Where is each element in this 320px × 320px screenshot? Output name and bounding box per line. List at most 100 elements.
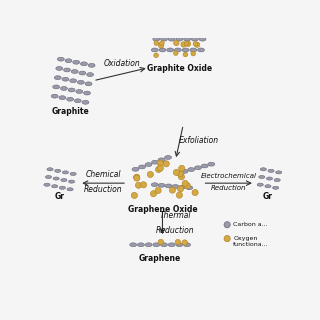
Ellipse shape	[185, 9, 190, 15]
Ellipse shape	[55, 169, 61, 172]
Ellipse shape	[158, 19, 163, 23]
Ellipse shape	[67, 188, 73, 191]
Text: Carbon a...: Carbon a...	[233, 222, 268, 227]
Text: Graphene: Graphene	[139, 254, 181, 263]
Text: Reduction: Reduction	[211, 185, 246, 191]
Ellipse shape	[193, 27, 200, 30]
Ellipse shape	[163, 31, 169, 36]
Ellipse shape	[165, 184, 172, 188]
Ellipse shape	[188, 168, 195, 172]
Ellipse shape	[172, 185, 179, 188]
Ellipse shape	[157, 160, 163, 166]
Ellipse shape	[145, 163, 152, 166]
Ellipse shape	[73, 60, 80, 64]
Ellipse shape	[60, 86, 68, 90]
Ellipse shape	[188, 5, 195, 9]
Ellipse shape	[195, 42, 200, 47]
Ellipse shape	[184, 41, 189, 46]
Ellipse shape	[137, 243, 144, 247]
Ellipse shape	[197, 48, 204, 52]
Text: Gr: Gr	[54, 192, 64, 201]
Ellipse shape	[44, 183, 50, 186]
Ellipse shape	[178, 186, 184, 192]
Text: Oxidation: Oxidation	[103, 59, 140, 68]
Ellipse shape	[201, 27, 207, 30]
Ellipse shape	[63, 68, 70, 72]
Ellipse shape	[194, 12, 199, 16]
Ellipse shape	[162, 21, 166, 26]
Ellipse shape	[157, 165, 164, 171]
Ellipse shape	[195, 16, 201, 20]
Ellipse shape	[169, 187, 175, 193]
Ellipse shape	[161, 243, 167, 247]
Ellipse shape	[139, 165, 146, 169]
Ellipse shape	[173, 5, 180, 9]
Text: Exfoliation: Exfoliation	[179, 136, 219, 145]
Ellipse shape	[45, 175, 52, 179]
Ellipse shape	[267, 177, 273, 180]
Ellipse shape	[189, 11, 194, 16]
Ellipse shape	[167, 1, 171, 5]
Ellipse shape	[79, 71, 86, 75]
Text: Reduction: Reduction	[84, 185, 123, 194]
Text: functiona...: functiona...	[233, 242, 269, 247]
Ellipse shape	[200, 21, 206, 27]
Ellipse shape	[158, 158, 165, 162]
Ellipse shape	[155, 188, 161, 194]
Ellipse shape	[163, 161, 169, 167]
Ellipse shape	[153, 243, 160, 247]
Ellipse shape	[152, 160, 158, 164]
Ellipse shape	[76, 90, 83, 93]
Text: Reduction: Reduction	[156, 226, 195, 235]
Ellipse shape	[61, 179, 67, 182]
Ellipse shape	[257, 183, 263, 186]
Ellipse shape	[203, 9, 207, 13]
Ellipse shape	[160, 41, 164, 45]
Ellipse shape	[173, 169, 180, 175]
Ellipse shape	[184, 21, 190, 26]
Ellipse shape	[59, 186, 66, 189]
Ellipse shape	[268, 169, 274, 172]
Text: Graphite: Graphite	[51, 107, 89, 116]
Ellipse shape	[62, 77, 69, 81]
Ellipse shape	[190, 48, 197, 52]
Ellipse shape	[174, 40, 179, 46]
Ellipse shape	[177, 171, 183, 177]
Ellipse shape	[167, 48, 174, 52]
Text: Chemical: Chemical	[85, 170, 121, 179]
Ellipse shape	[185, 27, 192, 30]
Ellipse shape	[165, 5, 172, 9]
Ellipse shape	[197, 30, 203, 35]
Ellipse shape	[130, 243, 137, 247]
Ellipse shape	[276, 171, 282, 174]
Ellipse shape	[70, 172, 76, 175]
Ellipse shape	[176, 37, 183, 41]
Ellipse shape	[47, 168, 53, 171]
Ellipse shape	[224, 236, 230, 242]
Ellipse shape	[191, 37, 198, 41]
Ellipse shape	[274, 179, 280, 182]
Ellipse shape	[159, 48, 166, 52]
Ellipse shape	[179, 165, 185, 172]
Ellipse shape	[134, 174, 140, 180]
Ellipse shape	[181, 0, 186, 5]
Ellipse shape	[147, 171, 154, 178]
Ellipse shape	[172, 21, 178, 26]
Ellipse shape	[188, 32, 194, 37]
Ellipse shape	[204, 5, 211, 9]
Ellipse shape	[158, 183, 165, 187]
Ellipse shape	[194, 22, 198, 26]
Text: Gr: Gr	[263, 192, 273, 201]
Ellipse shape	[53, 177, 59, 180]
Ellipse shape	[178, 174, 185, 180]
Ellipse shape	[208, 162, 215, 166]
Ellipse shape	[171, 22, 176, 27]
Ellipse shape	[71, 69, 78, 73]
Ellipse shape	[87, 73, 93, 76]
Text: Thermal: Thermal	[160, 211, 191, 220]
Ellipse shape	[184, 183, 190, 189]
Ellipse shape	[178, 27, 184, 30]
Ellipse shape	[151, 48, 158, 52]
Ellipse shape	[131, 192, 137, 198]
Ellipse shape	[158, 43, 164, 48]
